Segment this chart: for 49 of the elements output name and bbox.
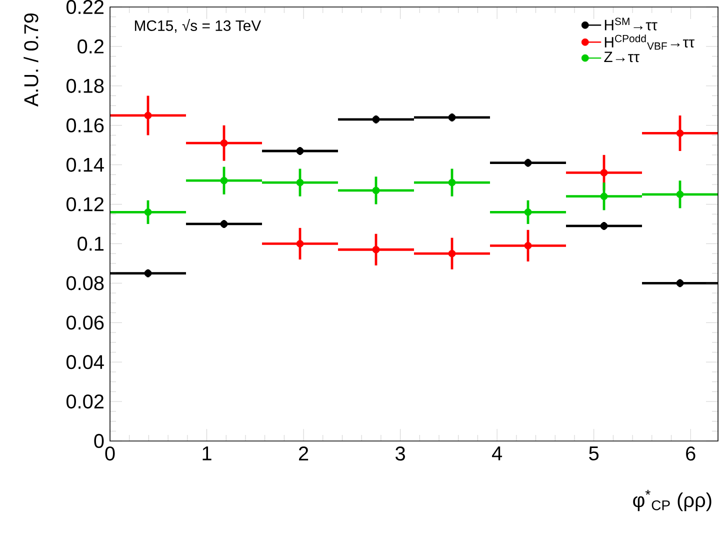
y-tick-label: 0.12 xyxy=(66,197,104,212)
point xyxy=(372,116,380,124)
x-tick-label: 2 xyxy=(299,446,308,460)
legend-label: H$^{SM}$→ττ xyxy=(604,18,658,30)
point xyxy=(220,139,228,147)
annotation: MC15, √s = 13 TeV xyxy=(134,19,262,33)
point xyxy=(448,114,456,122)
point xyxy=(676,279,684,287)
y-tick-label: 0.22 xyxy=(66,0,104,14)
x-tick-label: 0 xyxy=(105,446,115,461)
point xyxy=(448,250,456,258)
point xyxy=(676,190,684,198)
point xyxy=(144,112,152,120)
x-axis-title: φ$^{*}$$_{CP}$ (ρρ) xyxy=(633,490,712,512)
x-tick-label: 4 xyxy=(492,446,502,460)
y-tick-label: 0.14 xyxy=(66,158,104,172)
point xyxy=(296,147,304,155)
legend-label: Z→ττ xyxy=(604,52,640,62)
point xyxy=(372,246,380,254)
point xyxy=(600,222,608,230)
point xyxy=(524,159,532,167)
y-tick-label: 0.02 xyxy=(66,394,104,409)
y-axis-title: A.U. / 0.79 xyxy=(24,13,38,107)
y-tick-label: 0 xyxy=(94,434,104,448)
x-tick-label: 1 xyxy=(202,446,212,460)
point xyxy=(524,208,532,216)
y-tick-label: 0.1 xyxy=(78,236,104,251)
x-tick-label: 3 xyxy=(396,446,405,461)
point xyxy=(676,130,684,137)
point xyxy=(372,186,380,194)
x-tick-label: 6 xyxy=(686,446,696,461)
point xyxy=(524,242,532,250)
point xyxy=(296,240,304,248)
y-tick-label: 0.04 xyxy=(66,355,104,370)
point xyxy=(220,220,228,228)
y-tick-label: 0.18 xyxy=(66,78,104,93)
y-tick-label: 0.2 xyxy=(78,39,104,54)
point xyxy=(600,168,608,176)
point xyxy=(220,176,228,184)
legend-label: H$^{CPodd}$$_{VBF}$→ττ xyxy=(604,34,694,50)
point xyxy=(144,208,152,216)
point xyxy=(296,178,304,186)
point xyxy=(600,192,608,200)
point xyxy=(448,178,456,186)
y-tick-label: 0.16 xyxy=(66,118,104,132)
x-tick-label: 5 xyxy=(589,446,599,460)
y-tick-label: 0.06 xyxy=(66,316,104,330)
point xyxy=(144,270,152,277)
y-tick-label: 0.08 xyxy=(66,276,104,290)
